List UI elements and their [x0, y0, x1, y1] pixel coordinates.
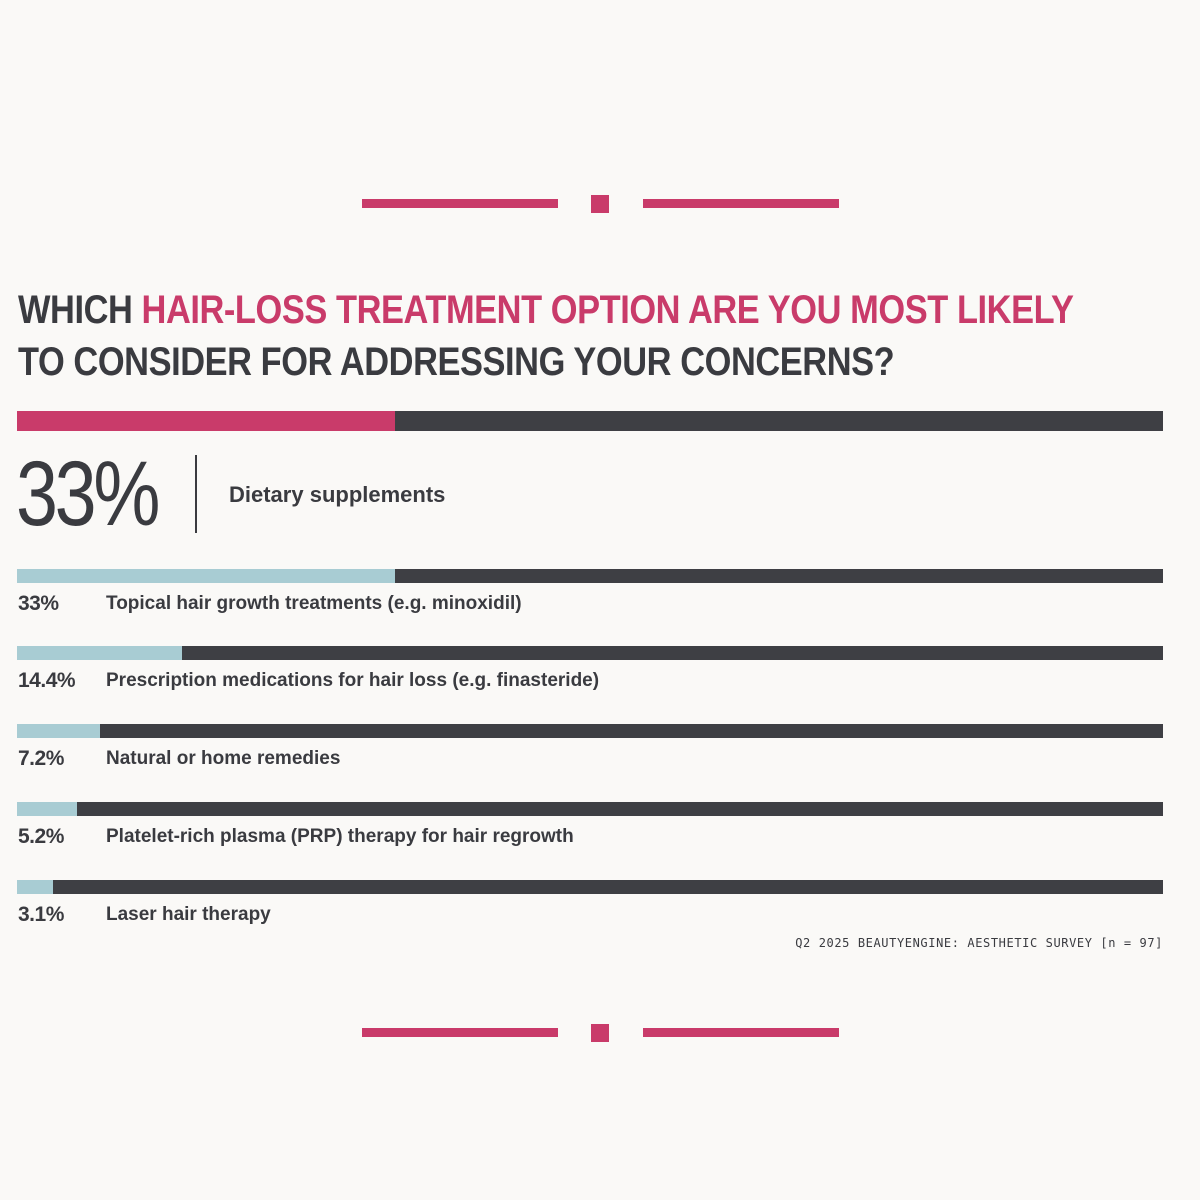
bar-fill [17, 880, 53, 894]
divider-dash-right [643, 1028, 839, 1037]
bar-track [17, 880, 1163, 894]
bar-fill [17, 569, 396, 583]
category-label: Topical hair growth treatments (e.g. min… [106, 593, 522, 614]
bar-row-1 [17, 569, 1163, 583]
title-part-3: TO CONSIDER FOR ADDRESSING YOUR CONCERNS… [18, 340, 895, 384]
title-accent: HAIR-LOSS TREATMENT OPTION ARE YOU MOST … [141, 288, 1074, 332]
bar-fill [17, 724, 100, 738]
category-label: Prescription medications for hair loss (… [106, 670, 600, 691]
bar-fill [17, 802, 77, 816]
featured-value-label: 33% [16, 443, 160, 545]
category-label: Laser hair therapy [106, 904, 271, 925]
bar-track [17, 724, 1163, 738]
value-label: 33% [18, 592, 59, 615]
bar-track [17, 802, 1163, 816]
chart-title: WHICH HAIR-LOSS TREATMENT OPTION ARE YOU… [18, 284, 1074, 388]
bar-featured [17, 411, 1163, 431]
bar-row-2 [17, 646, 1163, 660]
divider-dot [591, 1024, 609, 1042]
category-label: Platelet-rich plasma (PRP) therapy for h… [106, 826, 574, 847]
title-part-1: WHICH [18, 288, 142, 332]
value-label: 7.2% [18, 747, 64, 770]
value-label: 5.2% [18, 825, 64, 848]
divider-dash-left [362, 1028, 558, 1037]
bar-row-3 [17, 724, 1163, 738]
featured-separator [195, 455, 197, 533]
value-label: 3.1% [18, 903, 64, 926]
category-label: Natural or home remedies [106, 748, 341, 769]
bar-fill [17, 646, 183, 660]
top-divider [0, 195, 1200, 219]
bar-row-4 [17, 802, 1163, 816]
bottom-divider [0, 1024, 1200, 1048]
source-footnote: Q2 2025 BEAUTYENGINE: AESTHETIC SURVEY [… [795, 936, 1163, 950]
value-label: 14.4% [18, 669, 76, 692]
bar-track [17, 646, 1163, 660]
divider-dot [591, 195, 609, 213]
divider-dash-right [643, 199, 839, 208]
featured-category-label: Dietary supplements [229, 482, 446, 507]
divider-dash-left [362, 199, 558, 208]
bar-fill [17, 411, 396, 431]
bar-row-5 [17, 880, 1163, 894]
